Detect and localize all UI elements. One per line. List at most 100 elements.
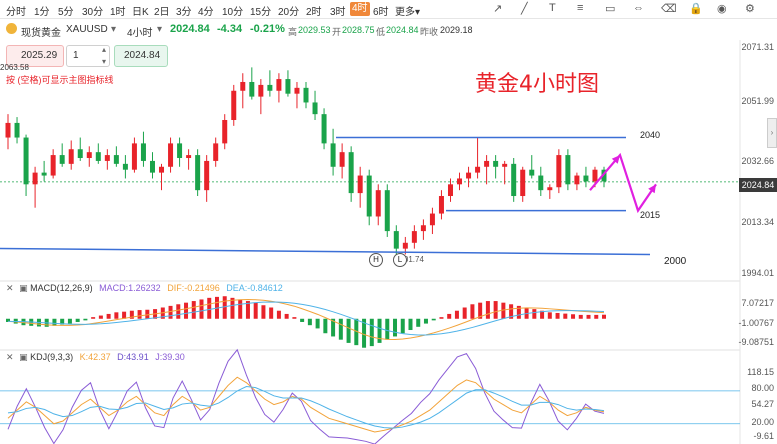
rect-icon[interactable]: ▭ [605, 3, 616, 15]
timeframe-2[interactable]: 5分 [58, 7, 74, 18]
measure-icon[interactable]: ⇔ [633, 2, 644, 14]
marker-h[interactable]: H [369, 253, 383, 267]
marker-l[interactable]: L [393, 253, 407, 267]
timeframe-9[interactable]: 10分 [222, 7, 244, 18]
macd-bar [60, 318, 65, 325]
timeframe-12[interactable]: 2时 [306, 7, 322, 18]
projection-path [589, 152, 657, 214]
macd-bar [261, 305, 266, 319]
macd-bar [509, 304, 514, 319]
macd-bar [331, 318, 336, 337]
symbol-name[interactable]: 现货黄金 [21, 28, 61, 39]
kdj-close-icon[interactable]: ✕ [6, 352, 14, 362]
timeframe-5[interactable]: 日K [132, 7, 149, 18]
macd-bar [393, 318, 398, 337]
macd-bar [454, 310, 459, 319]
timeframe-0[interactable]: 分时 [6, 7, 26, 18]
candle-body [457, 178, 463, 185]
macd-bar [578, 314, 583, 319]
macd-bar [284, 313, 289, 319]
candle-body [511, 163, 517, 197]
macd-bar [106, 313, 111, 319]
symbol-code[interactable]: XAUUSD [66, 24, 108, 35]
candle-body [366, 175, 372, 217]
settings-icon[interactable]: ⚙ [745, 3, 755, 15]
timeframe-1[interactable]: 1分 [34, 7, 50, 18]
macd-name[interactable]: MACD(12,26,9) [30, 283, 93, 293]
macd-value: MACD:1.26232 [99, 283, 161, 293]
candle-body [384, 190, 390, 232]
quantity-stepper-icon[interactable]: ▴ ▾ [101, 45, 106, 66]
candle-body [565, 155, 571, 185]
timeframe-13[interactable]: 3时 [330, 7, 346, 18]
eraser-icon[interactable]: ⌫ [661, 3, 677, 15]
candle-body [95, 152, 101, 161]
symbol-dropdown-icon[interactable]: ▾ [111, 24, 117, 35]
macd-bar [571, 314, 576, 319]
candle-body [393, 231, 399, 249]
macd-close-icon[interactable]: ✕ [6, 283, 14, 293]
macd-collapse-icon[interactable]: ▣ [19, 283, 28, 293]
lock-icon[interactable]: 🔒 [689, 3, 703, 15]
timeframe-10[interactable]: 15分 [250, 7, 272, 18]
timeframe-11[interactable]: 20分 [278, 7, 300, 18]
candle-body [375, 190, 381, 217]
scroll-right-icon[interactable]: › [767, 118, 777, 148]
y-label-2071: 2071.31 [741, 42, 774, 52]
macd-dif-line [7, 299, 605, 340]
sell-price-button[interactable]: 2025.29 [6, 45, 64, 67]
candle-body [502, 163, 508, 167]
candle-body [466, 172, 472, 179]
macd-bar [462, 307, 467, 319]
timeframe-14[interactable]: 4时 [350, 2, 370, 16]
macd-bar [323, 318, 328, 334]
macd-bar [338, 318, 343, 340]
kdj-collapse-icon[interactable]: ▣ [19, 352, 28, 362]
eye-icon[interactable]: ◉ [717, 3, 727, 15]
timeframe-toolbar: 分时 1分 5分 30分 1时 日K 2日 3分 4分 10分 15分 20分 2时 3时 4时 6时 更多▾ ↗… [0, 0, 777, 19]
candle-body [86, 152, 92, 159]
timeframe-4[interactable]: 1时 [110, 7, 126, 18]
text-icon[interactable]: T [549, 2, 556, 14]
macd-bar [493, 301, 498, 319]
candle-body [240, 81, 246, 91]
period-dropdown-icon[interactable]: ▾ [157, 24, 163, 35]
macd-dif: DIF:-0.21496 [167, 283, 220, 293]
timeframe-3[interactable]: 30分 [82, 7, 104, 18]
macd-bar [191, 301, 196, 319]
candle-body [357, 175, 363, 194]
candle-body [312, 102, 318, 115]
last-price: 2024.84 [170, 23, 210, 35]
candle-body [574, 175, 580, 185]
period-selector[interactable]: 4小时 [127, 28, 153, 39]
timeframe-15[interactable]: 6时 [373, 7, 389, 18]
macd-bar [238, 299, 243, 319]
timeframe-8[interactable]: 4分 [198, 7, 214, 18]
open-value: 2028.75 [342, 25, 375, 35]
macd-bar [67, 318, 72, 324]
buy-price-button[interactable]: 2024.84 [114, 45, 168, 67]
candle-body [249, 81, 255, 97]
macd-bar [168, 305, 173, 319]
draw-line-icon[interactable]: ↗ [493, 3, 503, 15]
candle-body [113, 155, 119, 164]
timeframe-6[interactable]: 2日 [154, 7, 170, 18]
timeframe-7[interactable]: 3分 [176, 7, 192, 18]
candle-body [402, 242, 408, 249]
ray-icon[interactable]: ╱ [521, 3, 528, 15]
fib-icon[interactable]: ≡ [577, 2, 584, 14]
macd-bar [485, 301, 490, 319]
macd-bar [431, 318, 436, 321]
macd-bar [276, 310, 281, 319]
kdj-y-neg: -9.61 [753, 431, 774, 441]
price-change: -4.34 [217, 23, 243, 35]
macd-bar [145, 309, 150, 319]
kdj-name[interactable]: KDJ(9,3,3) [30, 352, 74, 362]
kdj-j: J:39.30 [155, 352, 185, 362]
kdj-y-54: 54.27 [751, 399, 774, 409]
timeframe-16[interactable]: 更多▾ [395, 7, 421, 18]
prev-close-value: 2029.18 [440, 25, 473, 35]
kdj-j-line [7, 348, 605, 444]
quantity-input[interactable]: 1 ▴ ▾ [66, 45, 110, 67]
